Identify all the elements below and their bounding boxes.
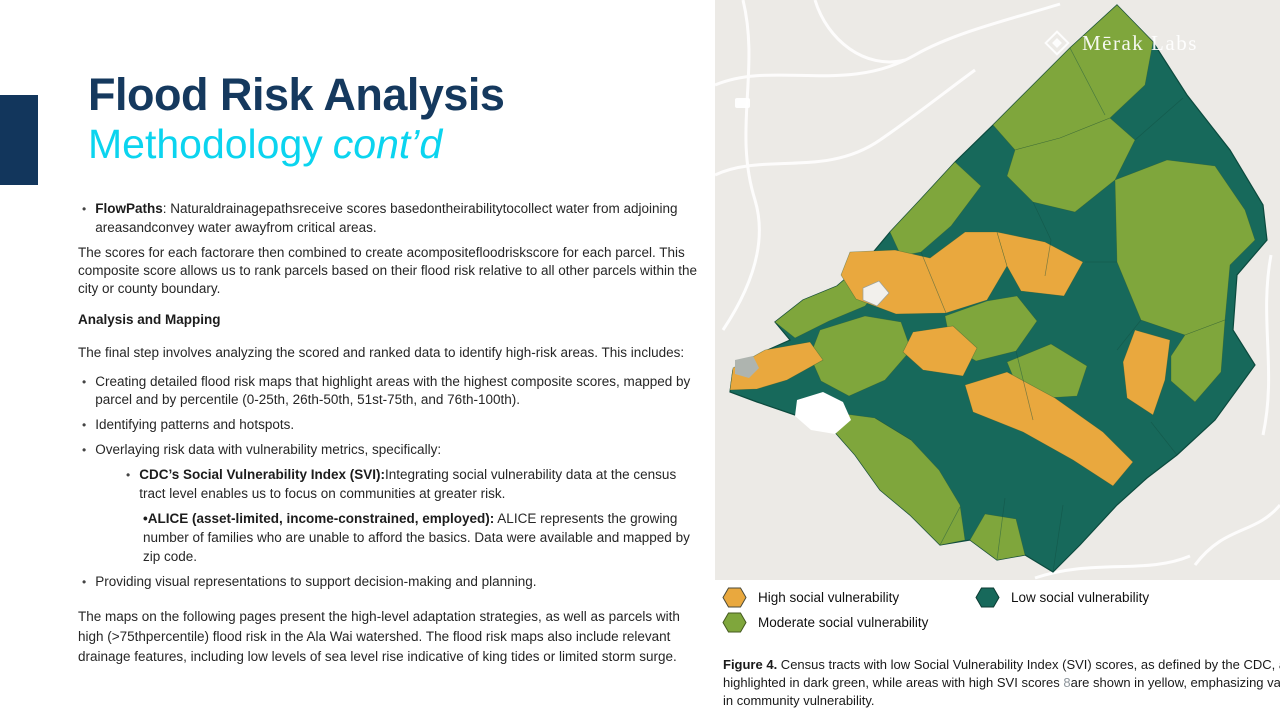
figure-caption-label: Figure 4. — [723, 657, 778, 672]
legend-item-low: Low social vulnerability — [975, 587, 1280, 608]
legend-item-high: High social vulnerability — [722, 587, 975, 608]
merak-labs-logo: Mērak Labs — [1042, 28, 1198, 58]
logo-text: Mērak Labs — [1082, 30, 1198, 55]
bullet-creating-text: Creating detailed flood risk maps that h… — [95, 373, 691, 408]
page-subtitle: Methodology cont’d — [88, 121, 504, 168]
bullet-providing-text: Providing visual representations to supp… — [95, 573, 537, 589]
title-block: Flood Risk Analysis Methodology cont’d — [88, 69, 505, 168]
bullet-dot: • — [82, 374, 87, 389]
bullet-dot: • — [82, 443, 87, 458]
logo-diamond-icon — [1044, 30, 1070, 56]
subbullet-cdc-svi: • CDC’s Social Vulnerability Index (SVI)… — [126, 466, 700, 504]
paragraph-scores: The scores for each factorare then combi… — [78, 244, 698, 296]
bullet-identifying-text: Identifying patterns and hotspots. — [95, 417, 295, 433]
subtitle-italic: cont’d — [332, 121, 443, 168]
bullet-flowpaths: • FlowPaths: Naturaldrainagepathsreceive… — [82, 200, 700, 238]
heading-analysis-and-mapping: Analysis and Mapping — [78, 311, 221, 327]
body-content: • FlowPaths: Naturaldrainagepathsreceive… — [78, 200, 700, 680]
bullet-overlaying-text: Overlaying risk data with vulnerability … — [95, 442, 442, 458]
left-accent-bar — [0, 95, 38, 185]
bullet-dot: • — [126, 468, 131, 483]
legend-label-low: Low social vulnerability — [1011, 590, 1150, 605]
legend-label-high: High social vulnerability — [758, 590, 900, 605]
legend-swatch-high-icon — [722, 587, 747, 608]
tract-lines — [874, 47, 1184, 573]
legend-swatch-moderate-icon — [722, 612, 747, 633]
subbullet-cdc-text: CDC’s Social Vulnerability Index (SVI):I… — [139, 467, 677, 502]
figure-caption-text-2: are shown in yellow, emphasizing variati… — [723, 674, 1280, 708]
page-title: Flood Risk Analysis — [88, 69, 505, 120]
svi-map-svg — [715, 0, 1280, 580]
bullet-flowpaths-text: FlowPaths: Naturaldrainagepathsreceive s… — [95, 201, 678, 235]
bullet-dot: • — [82, 418, 87, 433]
moderate-tracts — [732, 4, 1256, 561]
paragraph-final-step: The final step involves analyzing the sc… — [78, 344, 685, 360]
map-roads — [715, 0, 1280, 580]
figure-caption-text-1: Census tracts with low Social Vulnerabil… — [723, 657, 1280, 690]
subbullet-alice-text: •ALICE (asset-limited, income-constraine… — [143, 510, 690, 564]
bullet-creating: • Creating detailed flood risk maps that… — [82, 373, 700, 411]
legend-item-moderate: Moderate social vulnerability — [722, 612, 975, 633]
bullet-overlaying: • Overlaying risk data with vulnerabilit… — [82, 441, 700, 460]
bullet-identifying: • Identifying patterns and hotspots. — [82, 416, 700, 435]
harbor-area — [795, 392, 851, 434]
bullet-providing: • Providing visual representations to su… — [82, 573, 700, 592]
subbullet-alice: •ALICE (asset-limited, income-constraine… — [126, 510, 700, 567]
legend-swatch-low-icon — [975, 587, 1000, 608]
gray-patch — [735, 356, 759, 378]
excluded-tract — [862, 280, 890, 307]
map-legend: High social vulnerability Low social vul… — [722, 585, 1280, 635]
svi-map-figure — [715, 0, 1280, 580]
slide-page-number: 8 — [1063, 674, 1071, 690]
figure-caption: Figure 4. Census tracts with low Social … — [723, 656, 1280, 710]
bullet-dot: • — [82, 202, 87, 216]
paragraph-maps: The maps on the following pages present … — [78, 609, 680, 665]
bullet-dot: • — [82, 574, 87, 589]
subtitle-regular: Methodology — [88, 121, 323, 168]
legend-label-moderate: Moderate social vulnerability — [758, 615, 929, 630]
